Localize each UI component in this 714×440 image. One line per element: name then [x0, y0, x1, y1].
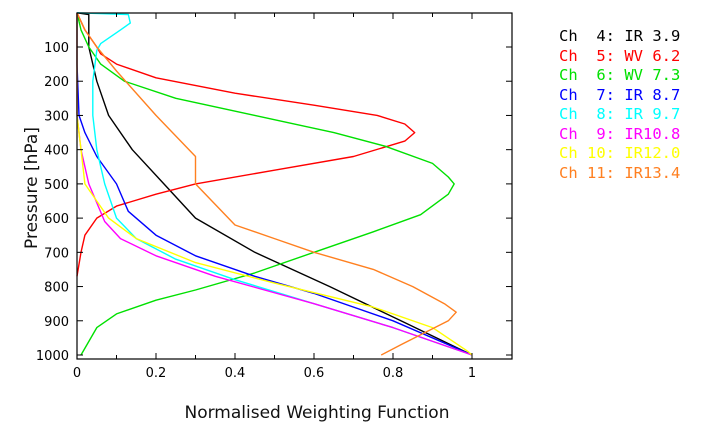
x-axis-label: Normalised Weighting Function	[184, 403, 450, 423]
y-tick-label: 900	[44, 315, 69, 330]
x-tick-label: 0.2	[146, 366, 167, 381]
x-tick-label: 1	[468, 366, 476, 381]
series-line-ch8	[76, 12, 473, 356]
y-tick-label: 200	[44, 75, 69, 90]
series-line-ch4	[76, 12, 473, 356]
series-line-ch5	[76, 12, 416, 277]
x-tick-label: 0	[73, 366, 81, 381]
x-tick-label: 0.6	[304, 366, 325, 381]
legend: Ch 4: IR 3.9 Ch 5: WV 6.2 Ch 6: WV 7.3 Ch 7…	[559, 27, 680, 183]
legend-entry: Ch 11: IR13.4	[559, 163, 681, 182]
legend-entry: Ch 6: WV 7.3	[559, 66, 681, 84]
legend-entry: Ch 8: IR 9.7	[559, 105, 681, 123]
series-line-ch6	[76, 12, 455, 356]
y-tick-label: 300	[44, 109, 69, 124]
y-tick-label: 800	[44, 281, 69, 296]
y-axis-label: Pressure [hPa]	[22, 127, 42, 249]
y-tick-label: 1000	[36, 349, 69, 364]
series-line-ch9	[76, 12, 473, 356]
y-tick-label: 600	[44, 212, 69, 227]
legend-entry: Ch 10: IR12.0	[559, 144, 681, 162]
series-line-ch11	[76, 12, 457, 356]
y-tick-label: 700	[44, 246, 69, 261]
series-line-ch7	[76, 12, 473, 356]
legend-entry: Ch 4: IR 3.9	[559, 27, 681, 45]
y-tick-label: 100	[44, 41, 69, 56]
x-tick-label: 0.4	[225, 366, 246, 381]
legend-entry: Ch 9: IR10.8	[559, 124, 681, 143]
legend-entry: Ch 7: IR 8.7	[559, 85, 681, 104]
plot-frame	[76, 12, 513, 360]
y-tick-label: 400	[44, 144, 69, 159]
y-tick-label: 500	[44, 178, 69, 193]
series-line-ch10	[76, 12, 473, 356]
legend-entry: Ch 5: WV 6.2	[559, 46, 681, 65]
x-tick-label: 0.8	[383, 366, 404, 381]
